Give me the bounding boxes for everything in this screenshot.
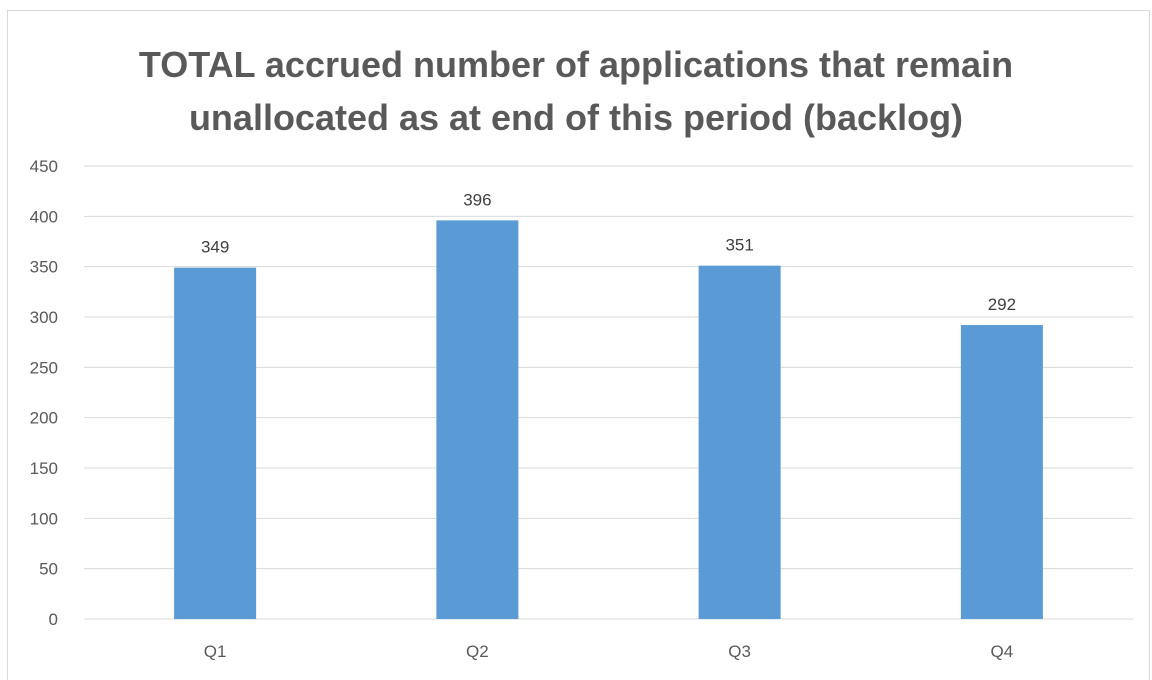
- data-label: 292: [988, 295, 1016, 314]
- data-label: 349: [201, 238, 229, 257]
- x-tick-label: Q4: [991, 642, 1014, 661]
- y-tick-label: 200: [30, 409, 58, 428]
- data-label: 396: [463, 190, 491, 209]
- data-label: 351: [725, 236, 753, 255]
- y-tick-label: 350: [30, 258, 58, 277]
- data-labels: 349 396 351 292: [201, 190, 1016, 314]
- gridlines: [84, 165, 1133, 620]
- bar: [174, 267, 257, 619]
- y-tick-label: 50: [39, 560, 58, 579]
- y-tick-label: 450: [30, 157, 58, 176]
- bar: [698, 265, 781, 619]
- chart-title-line-1: TOTAL accrued number of applications tha…: [138, 44, 1014, 85]
- x-tick-label: Q1: [204, 642, 227, 661]
- y-tick-label: 0: [49, 610, 58, 629]
- x-axis: Q1 Q2 Q3 Q4: [204, 642, 1013, 661]
- bars: [174, 220, 1043, 620]
- chart-title-line-2: unallocated as at end of this period (ba…: [188, 97, 964, 138]
- y-axis: 0 50 100 150 200 250 300 350 400 450: [30, 157, 58, 629]
- bar: [436, 220, 519, 620]
- y-tick-label: 100: [30, 509, 58, 528]
- bar: [960, 325, 1043, 619]
- y-tick-label: 400: [30, 207, 58, 226]
- chart-title: TOTAL accrued number of applications tha…: [0, 38, 1152, 144]
- x-tick-label: Q2: [466, 642, 489, 661]
- x-tick-label: Q3: [728, 642, 751, 661]
- y-tick-label: 300: [30, 308, 58, 327]
- y-tick-label: 250: [30, 358, 58, 377]
- y-tick-label: 150: [30, 459, 58, 478]
